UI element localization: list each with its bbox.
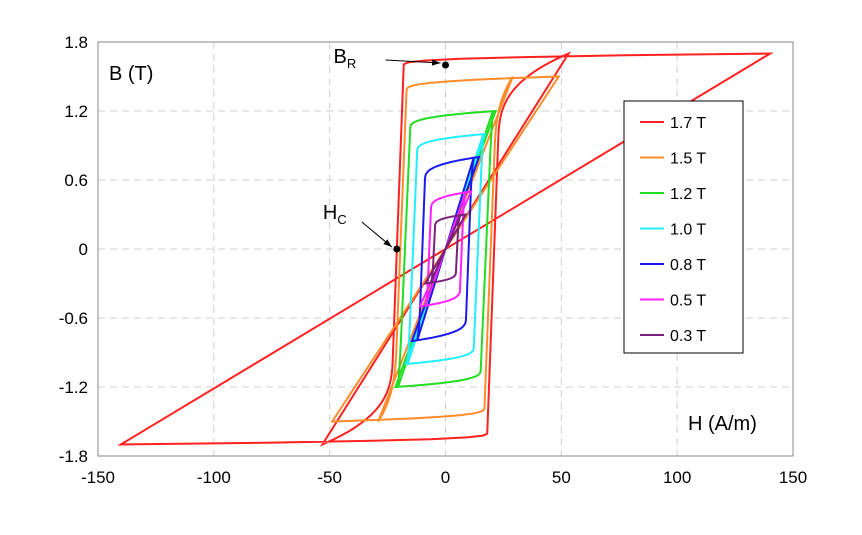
plot-area [97,41,794,457]
legend-label: 1.7 T [670,115,706,132]
x-tick-label: -100 [197,468,231,487]
legend-box [623,100,744,354]
y-tick-label: 1.8 [64,33,88,52]
x-tick-label: 100 [663,468,691,487]
x-tick-label: -150 [81,468,115,487]
legend: 1.7 T 1.5 T 1.2 T 1.0 T 0.8 T 0.5 T 0.3 T [623,100,744,354]
annotation-arrowhead-br [431,59,441,66]
legend-label: 1.5 T [670,151,706,168]
legend-label: 0.3 T [670,328,706,345]
y-axis-title: B (T) [109,63,153,85]
series-loop-1_2T [393,109,498,389]
legend-label: 0.8 T [670,257,706,274]
y-tick-label: -1.8 [59,447,88,466]
legend-label: 1.2 T [670,186,706,203]
y-tick-label: 1.2 [64,102,88,121]
series-loop-0_3T [423,213,468,285]
legend-label: 1.0 T [670,222,706,239]
tick-labels: -150 -100 -50 0 50 100 150 1.8 1.2 0.6 0 -0.6 -1.2 -1… [59,33,807,487]
annotation-subscript-br: R [347,56,356,71]
x-tick-label: -50 [317,468,342,487]
y-tick-label: 0 [79,240,88,259]
y-tick-label: 0.6 [64,171,88,190]
annotation-point-br [442,61,449,69]
x-tick-label: 0 [441,468,450,487]
legend-label: 0.5 T [670,293,706,310]
x-tick-label: 50 [552,468,571,487]
series-loop-1_7T [117,51,774,447]
annotation-arrow-br [385,59,441,64]
annotation-label-br: BR [334,46,357,71]
series-loop-0_8T [410,155,481,343]
annotation-arrowhead-hc [383,239,392,247]
annotation-label-hc: HC [323,202,347,227]
y-tick-label: -1.2 [59,378,88,397]
annotation-subscript-hc: C [337,212,346,227]
annotation-point-hc [393,245,401,253]
series-loop-0_5T [418,190,473,308]
series-loop-1_5T [330,75,561,423]
y-tick-label: -0.6 [59,309,88,328]
series-loop-1_0T [404,132,487,366]
x-tick-label: 150 [779,468,807,487]
x-axis-title: H (A/m) [688,413,757,435]
series-curves [117,51,774,447]
